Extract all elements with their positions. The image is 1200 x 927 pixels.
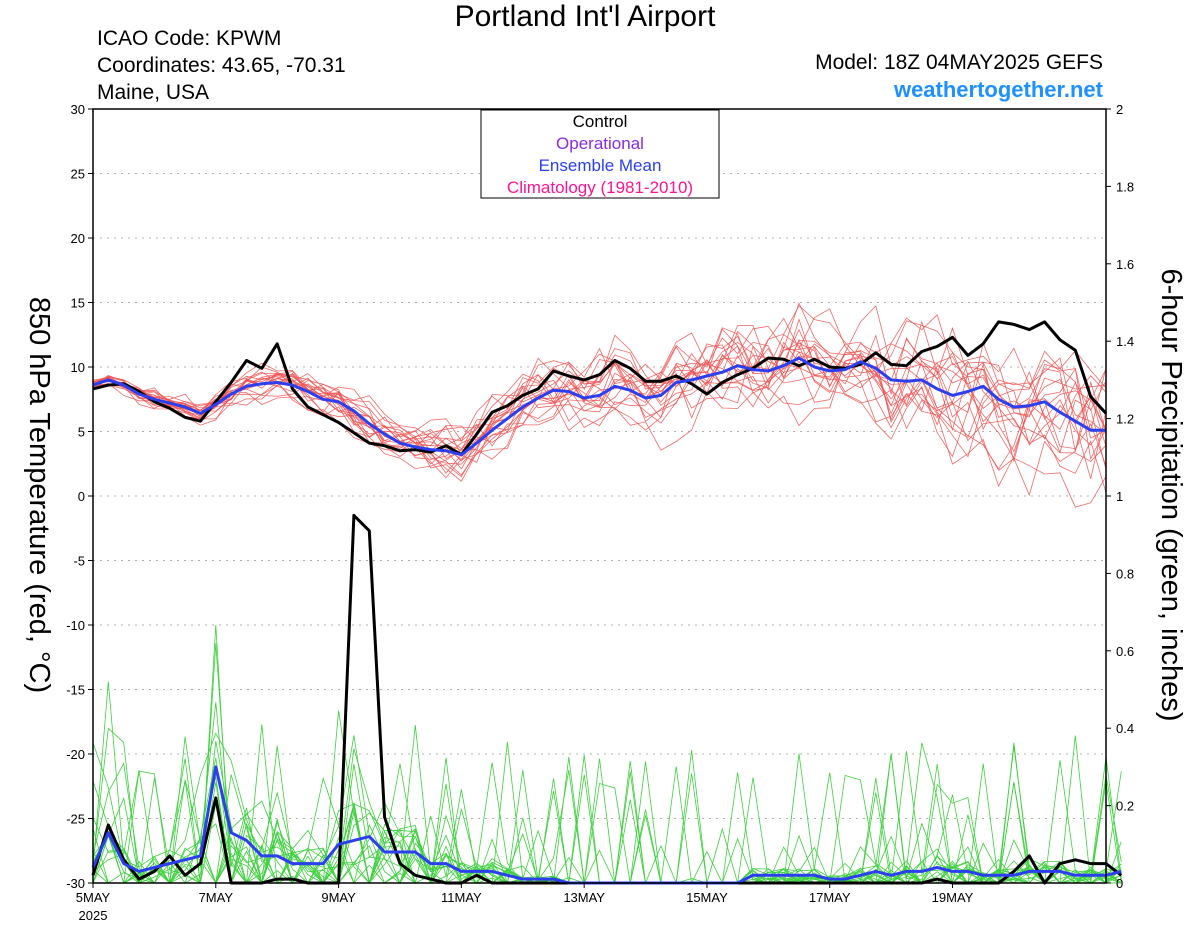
precipitation-member-line: [92, 710, 1122, 885]
main-series: [91, 320, 1123, 885]
x-tick-label: 9MAY: [321, 890, 356, 905]
legend-box: [480, 109, 720, 199]
y-tick-label: -25: [66, 812, 85, 827]
y-tick-label: 0: [78, 489, 85, 504]
y-tick-label: -10: [66, 618, 85, 633]
y2-tick-label: 0.4: [1116, 721, 1134, 736]
y2-tick-label: 0.2: [1116, 799, 1134, 814]
y-tick-label: -15: [66, 683, 85, 698]
precipitation-member-line: [92, 702, 1122, 885]
y-tick-label: -30: [66, 876, 85, 891]
page-title: Portland Int'l Airport: [454, 0, 716, 33]
x-tick-label: 15MAY: [686, 890, 728, 905]
y2-tick-label: 1.6: [1116, 257, 1134, 272]
y-tick-label: 30: [71, 102, 85, 117]
temperature-member-line: [92, 341, 1107, 463]
legend-entry: Climatology (1981-2010): [507, 178, 693, 197]
temperature-members: [92, 301, 1107, 508]
y2-tick-label: 1.4: [1116, 334, 1134, 349]
y2-tick-label: 2: [1116, 102, 1123, 117]
y-tick-label: 15: [71, 296, 85, 311]
axes: 302520151050-5-10-15-20-25-3021.81.61.41…: [66, 102, 1134, 923]
temperature-member-line: [92, 348, 1107, 488]
model-run: Model: 18Z 04MAY2025 GEFS: [815, 51, 1103, 74]
temperature-member-line: [92, 341, 1107, 474]
temperature-member-line: [92, 350, 1107, 451]
temperature-member-line: [92, 328, 1107, 460]
y-tick-label: -5: [73, 554, 85, 569]
site-link[interactable]: weathertogether.net: [893, 77, 1103, 102]
x-tick-label: 19MAY: [932, 890, 974, 905]
temperature-member-line: [92, 340, 1107, 457]
x-tick-year: 2025: [79, 908, 108, 923]
plot-frame: [92, 108, 1107, 884]
y2-axis-label: 6-hour Precipitation (green, inches): [1155, 269, 1187, 722]
precipitation-member-line: [92, 724, 1122, 885]
temperature-member-line: [92, 320, 1107, 442]
temperature-member-line: [92, 314, 1107, 480]
temperature-member-line: [92, 330, 1107, 460]
icao-code: ICAO Code: KPWM: [97, 27, 282, 50]
precipitation-member-line: [92, 727, 1122, 884]
temperature-member-line: [92, 345, 1107, 470]
precipitation-member-line: [92, 643, 1122, 885]
x-tick-label: 5MAY: [76, 890, 111, 905]
temperature-member-line: [92, 327, 1107, 493]
y-axis-label: 850 hPa Temperature (red, °C): [23, 297, 55, 693]
y-tick-label: 25: [71, 167, 85, 182]
x-tick-label: 7MAY: [199, 890, 234, 905]
y2-tick-label: 1.2: [1116, 412, 1134, 427]
precipitation-member-line: [93, 735, 1122, 885]
y2-tick-label: 0: [1116, 876, 1123, 891]
temperature-member-line: [92, 345, 1107, 462]
grid-lines: [93, 173, 1106, 819]
y-tick-label: 5: [78, 425, 85, 440]
y-tick-label: 20: [71, 231, 85, 246]
ensemble-mean-temperature-line: [92, 356, 1106, 457]
y2-tick-label: 0.6: [1116, 644, 1134, 659]
legend-entry: Control: [573, 112, 628, 131]
legend-entry: Operational: [556, 134, 644, 153]
y-tick-label: -20: [66, 747, 85, 762]
legend-entry: Ensemble Mean: [539, 156, 662, 175]
region: Maine, USA: [97, 81, 210, 104]
x-tick-label: 13MAY: [563, 890, 605, 905]
control-temperature-line: [92, 320, 1108, 457]
precipitation-member-line: [92, 725, 1122, 884]
coordinates: Coordinates: 43.65, -70.31: [97, 54, 346, 77]
x-tick-label: 17MAY: [809, 890, 851, 905]
legend: Control Operational Ensemble Mean Climatolo…: [480, 109, 720, 199]
y2-tick-label: 0.8: [1116, 566, 1134, 581]
x-tick-label: 11MAY: [441, 890, 482, 905]
y2-tick-label: 1: [1116, 489, 1123, 504]
y-tick-label: 10: [71, 360, 85, 375]
y2-tick-label: 1.8: [1116, 179, 1134, 194]
